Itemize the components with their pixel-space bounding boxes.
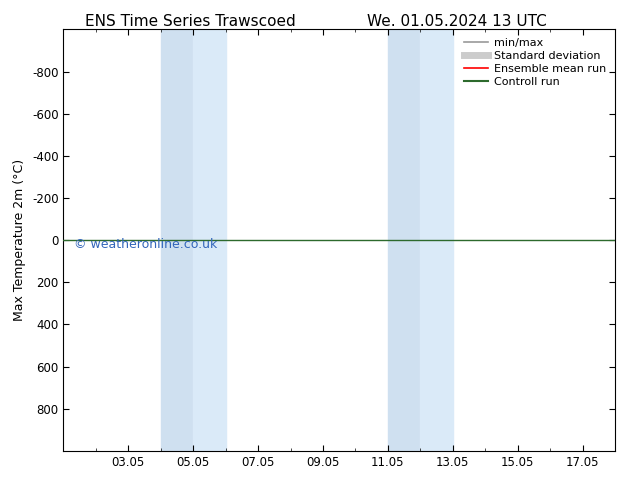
Text: We. 01.05.2024 13 UTC: We. 01.05.2024 13 UTC [366, 14, 547, 29]
Text: ENS Time Series Trawscoed: ENS Time Series Trawscoed [85, 14, 295, 29]
Bar [161, 29, 193, 451]
Bar [388, 29, 420, 451]
Legend: min/max, Standard deviation, Ensemble mean run, Controll run: min/max, Standard deviation, Ensemble me… [460, 35, 609, 90]
Y-axis label: Max Temperature 2m (°C): Max Temperature 2m (°C) [13, 159, 27, 321]
Bar [193, 29, 226, 451]
Text: © weatheronline.co.uk: © weatheronline.co.uk [74, 238, 217, 251]
Bar [420, 29, 453, 451]
